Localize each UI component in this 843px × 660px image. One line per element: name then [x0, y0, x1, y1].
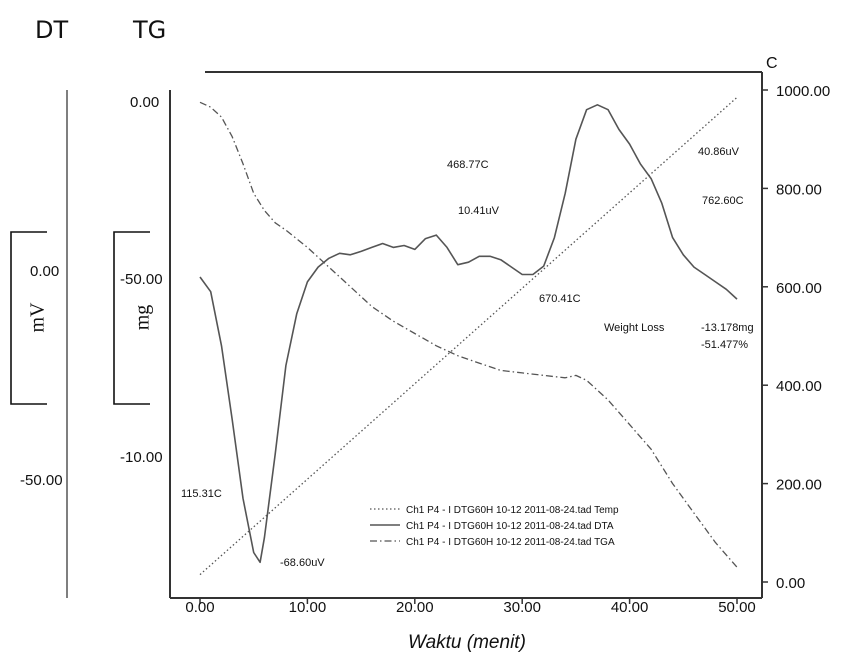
- legend-tga: Ch1 P4 - I DTG60H 10-12 2011-08-24.tad T…: [406, 537, 615, 548]
- temp-tick-label-5: 0.00: [776, 575, 805, 592]
- temp-tick-label-2: 600.00: [776, 280, 822, 297]
- x-tick-label-2: 20.00: [396, 599, 434, 616]
- annot-40uv: 40.86uV: [698, 146, 740, 158]
- temp-tick-label-0: 1000.00: [776, 83, 830, 100]
- temp-tick-label-1: 800.00: [776, 181, 822, 198]
- legend-dta: Ch1 P4 - I DTG60H 10-12 2011-08-24.tad D…: [406, 521, 614, 532]
- annot-762: 762.60C: [702, 195, 744, 207]
- series-line-tga: [199, 101, 738, 568]
- x-tick-label-5: 50.00: [718, 599, 756, 616]
- annot-10uv: 10.41uV: [458, 205, 500, 217]
- temp-tick-label-4: 200.00: [776, 477, 822, 494]
- annot-670: 670.41C: [539, 293, 581, 305]
- header-tg: TG: [133, 16, 167, 44]
- legend-temp: Ch1 P4 - I DTG60H 10-12 2011-08-24.tad T…: [406, 505, 619, 516]
- annot-468: 468.77C: [447, 159, 489, 171]
- annot-mg: -13.178mg: [701, 322, 754, 334]
- annot-68uv: -68.60uV: [280, 557, 325, 569]
- dta-tick-1: -50.00: [20, 472, 63, 489]
- x-axis-title: Waktu (menit): [408, 632, 526, 653]
- tga-tick-1: -50.00: [120, 271, 163, 288]
- annot-weight-loss: Weight Loss: [604, 322, 665, 334]
- tga-tick-0: 0.00: [130, 94, 159, 111]
- annot-pct: -51.477%: [701, 339, 748, 351]
- series-line-dta: [199, 104, 738, 564]
- x-tick-label-3: 30.00: [503, 599, 541, 616]
- dta-tick-0: 0.00: [30, 263, 59, 280]
- tga-tick-2: -10.00: [120, 449, 163, 466]
- x-tick-label-0: 0.00: [185, 599, 214, 616]
- dta-unit-label: mV: [26, 302, 49, 333]
- header-dt: DT: [35, 16, 69, 44]
- x-tick-label-1: 10.00: [289, 599, 327, 616]
- right-axis-unit: C: [766, 55, 778, 72]
- temp-tick-label-3: 400.00: [776, 378, 822, 395]
- annot-115: 115.31C: [181, 488, 222, 500]
- x-tick-label-4: 40.00: [611, 599, 649, 616]
- mg-bracket: [113, 231, 150, 405]
- mv-bracket: [10, 231, 47, 405]
- tga-unit-label: mg: [131, 304, 154, 331]
